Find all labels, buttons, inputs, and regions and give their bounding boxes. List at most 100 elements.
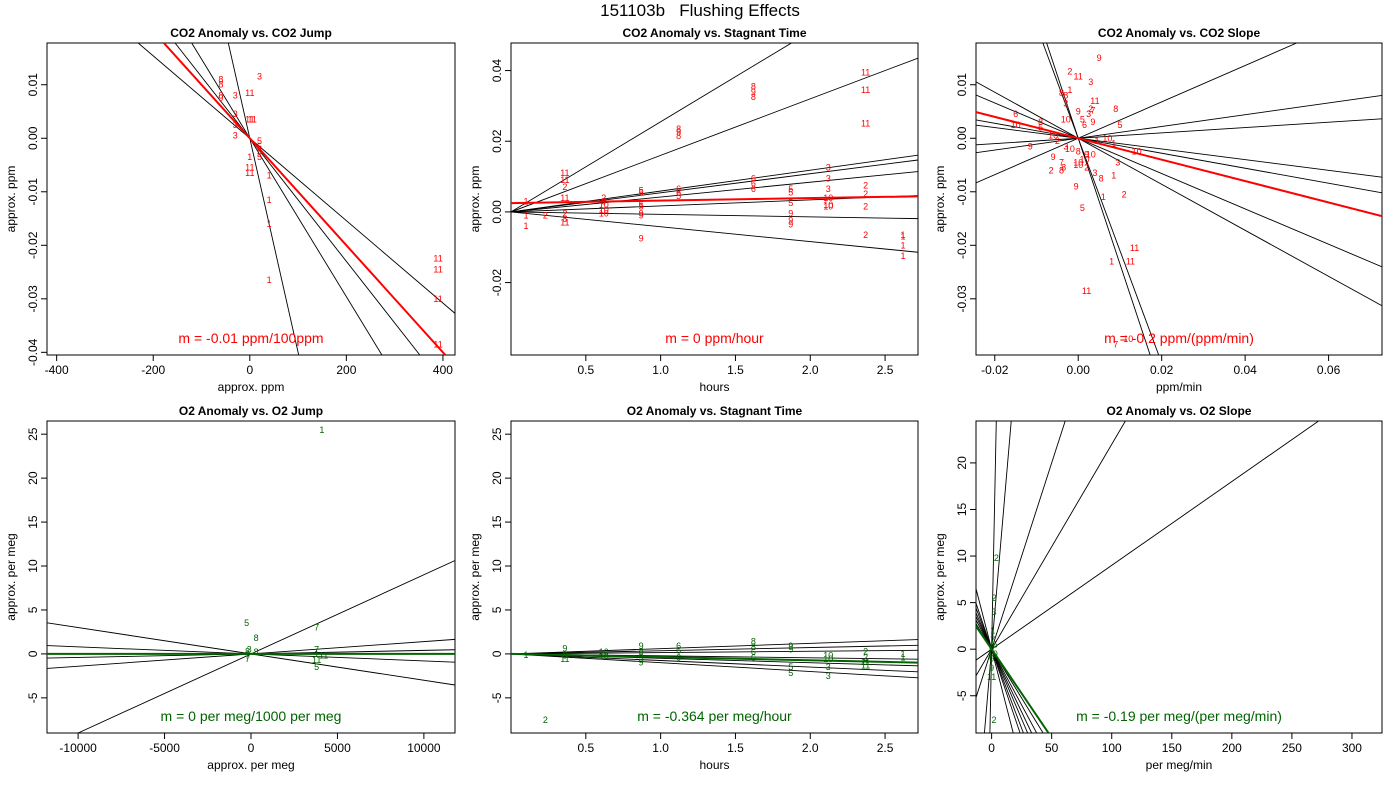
x-axis-label: hours (699, 758, 729, 772)
data-point: 7 (1059, 157, 1064, 167)
data-point: 11 (433, 339, 442, 349)
x-tick-label: -0.02 (981, 363, 1009, 377)
fit-line (976, 619, 1038, 733)
data-point: 3 (233, 131, 238, 141)
data-point: 2 (994, 553, 999, 563)
fit-line (976, 612, 1029, 733)
data-point: 10 (1086, 149, 1096, 159)
data-point: 6 (1013, 109, 1018, 119)
data-point: 7 (314, 645, 319, 655)
data-point: 5 (788, 662, 793, 672)
data-point: 8 (1061, 163, 1066, 173)
data-point: 11 (861, 119, 870, 129)
slope-annotation: m = 0 ppm/hour (665, 330, 764, 346)
y-axis-label: approx. per meg (468, 533, 482, 620)
data-point: 2 (863, 230, 868, 240)
data-point: 10 (599, 209, 609, 219)
data-point: 6 (989, 653, 994, 663)
fit-line (976, 603, 1021, 733)
x-tick-label: 0.5 (577, 363, 594, 377)
data-point: 2 (863, 646, 868, 656)
data-point: 5 (257, 147, 262, 157)
x-tick-label: 50 (1045, 741, 1059, 755)
data-point: 6 (751, 179, 756, 189)
data-point: 3 (1088, 77, 1093, 87)
data-point: 10 (599, 205, 609, 215)
fit-line (174, 43, 421, 355)
data-point: 9 (218, 93, 223, 103)
data-point: 8 (218, 74, 223, 84)
data-point: 9 (989, 663, 994, 673)
data-point: 5 (639, 202, 644, 212)
data-point: 2 (601, 193, 606, 203)
x-tick-label: 0.02 (1150, 363, 1174, 377)
chart-title: O2 Anomaly vs. O2 Slope (1107, 404, 1252, 418)
x-tick-label: 0 (246, 363, 253, 377)
x-tick-label: 2.0 (802, 741, 819, 755)
data-point: 8 (562, 214, 567, 224)
data-point: 2 (992, 593, 997, 603)
x-tick-label: 5000 (324, 741, 351, 755)
x-axis-label: hours (699, 380, 729, 394)
x-tick-label: 400 (433, 363, 453, 377)
overall-fit-line (163, 43, 447, 355)
overall-fit-line (976, 111, 1382, 218)
fit-line (511, 211, 918, 253)
data-point: 2 (1084, 163, 1089, 173)
data-point: 3 (233, 120, 238, 130)
data-point: 5 (993, 640, 998, 650)
data-point: 3 (1092, 168, 1097, 178)
data-point: 2 (1088, 104, 1093, 114)
x-tick-label: 200 (1222, 741, 1242, 755)
overall-fit-line (511, 195, 918, 205)
data-point: 9 (1074, 181, 1079, 191)
data-point: 9 (639, 658, 644, 668)
data-point: 8 (245, 646, 250, 656)
data-point: 2 (1049, 165, 1054, 175)
plot-area: 1587877387111115 (47, 425, 455, 733)
data-point: 11 (433, 254, 442, 264)
data-point: 5 (788, 187, 793, 197)
y-tick-label: 0 (26, 650, 40, 657)
data-point: 6 (751, 173, 756, 183)
fit-line (227, 43, 300, 355)
data-point: 11 (248, 115, 257, 125)
data-point: 11 (560, 193, 569, 203)
y-tick-label: 0.00 (26, 126, 40, 150)
chart-panel-co2-slope: CO2 Anomaly vs. CO2 Slope -0.02 0.00 0.02 0.… (933, 26, 1383, 394)
y-axis-label: approx. ppm (933, 166, 947, 233)
fit-line (511, 159, 918, 213)
x-tick-label: 1.0 (652, 363, 669, 377)
data-point: 9 (1097, 53, 1102, 63)
data-point: 9 (751, 87, 756, 97)
data-point: 8 (254, 633, 259, 643)
y-tick-label: 10 (955, 549, 969, 563)
fit-line (1042, 43, 1160, 355)
data-point: 5 (1038, 123, 1043, 133)
data-point: 10 (1011, 120, 1021, 130)
data-point: 10 (599, 200, 609, 210)
x-tick-label: 150 (1162, 741, 1182, 755)
data-point: 5 (788, 198, 793, 208)
data-point: 11 (245, 115, 254, 125)
data-point: 10 (823, 651, 833, 661)
data-point: 10 (823, 202, 833, 212)
y-tick-label: -0.04 (26, 338, 40, 366)
data-point: 8 (1059, 88, 1064, 98)
fit-line (976, 616, 1033, 733)
data-point: 6 (751, 652, 756, 662)
data-point: 10 (823, 654, 833, 664)
fit-line (511, 649, 918, 655)
fit-line (976, 607, 1024, 733)
fit-line (511, 171, 918, 213)
data-point: 5 (676, 191, 681, 201)
chart-title: O2 Anomaly vs. Stagnant Time (627, 404, 803, 418)
data-point: 9 (562, 644, 567, 654)
data-point: 7 (990, 635, 995, 645)
data-point: 10 (1102, 133, 1112, 143)
fit-line (976, 94, 1382, 268)
data-point: 6 (676, 641, 681, 651)
